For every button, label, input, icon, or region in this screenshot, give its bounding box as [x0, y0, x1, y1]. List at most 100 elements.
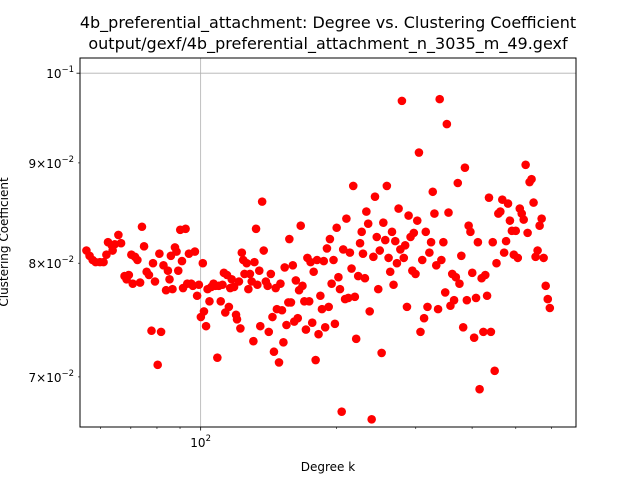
y-tick-label: 7×10−2 — [29, 369, 75, 385]
data-point — [437, 255, 446, 265]
data-point — [428, 187, 438, 197]
data-point — [293, 313, 303, 323]
data-point — [277, 305, 287, 315]
data-point — [473, 237, 483, 247]
data-point — [360, 273, 370, 283]
data-point — [227, 275, 237, 284]
data-point — [440, 288, 450, 297]
data-point — [475, 384, 484, 394]
data-point — [324, 302, 333, 312]
data-point — [181, 224, 190, 234]
data-point — [439, 237, 448, 247]
data-point — [330, 319, 340, 329]
data-point — [327, 279, 336, 288]
data-point — [156, 327, 166, 337]
data-point — [394, 204, 403, 213]
data-point — [492, 258, 501, 268]
data-point — [128, 279, 138, 288]
data-point — [539, 253, 548, 263]
data-point — [274, 358, 284, 367]
data-point — [301, 325, 311, 334]
data-point — [421, 227, 431, 237]
data-point — [377, 348, 386, 358]
data-point — [224, 302, 234, 312]
data-point — [488, 237, 498, 247]
data-point — [296, 221, 306, 231]
data-point — [232, 314, 242, 324]
data-point — [280, 263, 289, 272]
data-point — [102, 250, 111, 260]
data-point — [320, 322, 330, 332]
data-point — [307, 318, 317, 328]
data-point — [400, 240, 410, 250]
x-tick-label: 102 — [190, 434, 211, 450]
data-point — [177, 256, 187, 266]
data-point — [353, 271, 363, 281]
data-point — [172, 247, 181, 256]
data-point — [451, 272, 461, 282]
data-point — [414, 148, 424, 157]
data-point — [479, 327, 488, 337]
data-point — [251, 224, 261, 234]
data-point — [425, 248, 434, 257]
data-point — [460, 163, 470, 172]
data-point — [455, 279, 464, 288]
data-point — [347, 264, 356, 273]
x-axis-label: Degree k — [301, 460, 355, 474]
data-point — [201, 321, 211, 331]
data-point — [409, 228, 419, 238]
data-point — [533, 246, 542, 255]
data-point — [344, 293, 353, 303]
data-point — [529, 198, 538, 207]
data-point — [218, 280, 227, 290]
data-point — [471, 293, 481, 303]
data-point — [255, 321, 265, 331]
data-point — [322, 244, 332, 253]
data-point — [213, 353, 222, 362]
data-point — [358, 249, 368, 258]
data-point — [367, 414, 376, 424]
chart-title: 4b_preferential_attachment: Degree vs. C… — [80, 13, 576, 33]
data-point — [435, 94, 445, 104]
y-tick-label: 9×10−2 — [29, 155, 75, 171]
data-point — [342, 214, 351, 223]
data-point — [198, 258, 208, 268]
data-point — [482, 291, 492, 301]
data-point — [137, 222, 147, 232]
data-point — [257, 197, 267, 206]
y-tick-label: 8×10−2 — [29, 255, 75, 271]
data-point — [503, 199, 513, 208]
data-point — [163, 266, 173, 275]
data-point — [397, 96, 407, 106]
data-point — [466, 227, 475, 237]
data-point — [527, 174, 536, 184]
data-point — [139, 242, 149, 251]
data-point — [190, 247, 200, 256]
data-point — [390, 236, 400, 246]
data-point — [537, 214, 546, 223]
data-point — [335, 284, 345, 294]
data-point — [380, 235, 390, 245]
data-point — [355, 238, 365, 248]
data-point — [250, 257, 259, 267]
data-point — [535, 221, 544, 231]
data-point — [291, 276, 301, 285]
data-point — [467, 268, 477, 278]
data-point — [369, 252, 378, 262]
data-point — [319, 256, 329, 266]
data-point — [334, 272, 343, 282]
data-point — [194, 280, 204, 290]
data-point — [282, 320, 291, 330]
data-point — [348, 181, 358, 191]
data-point — [362, 207, 371, 216]
plot-frame — [79, 57, 577, 428]
data-point — [244, 284, 253, 294]
data-point — [382, 181, 392, 191]
data-point — [161, 285, 171, 295]
data-point — [237, 248, 247, 257]
data-point — [325, 234, 335, 244]
data-point — [332, 223, 341, 233]
data-point — [449, 295, 459, 305]
data-point — [124, 270, 134, 280]
